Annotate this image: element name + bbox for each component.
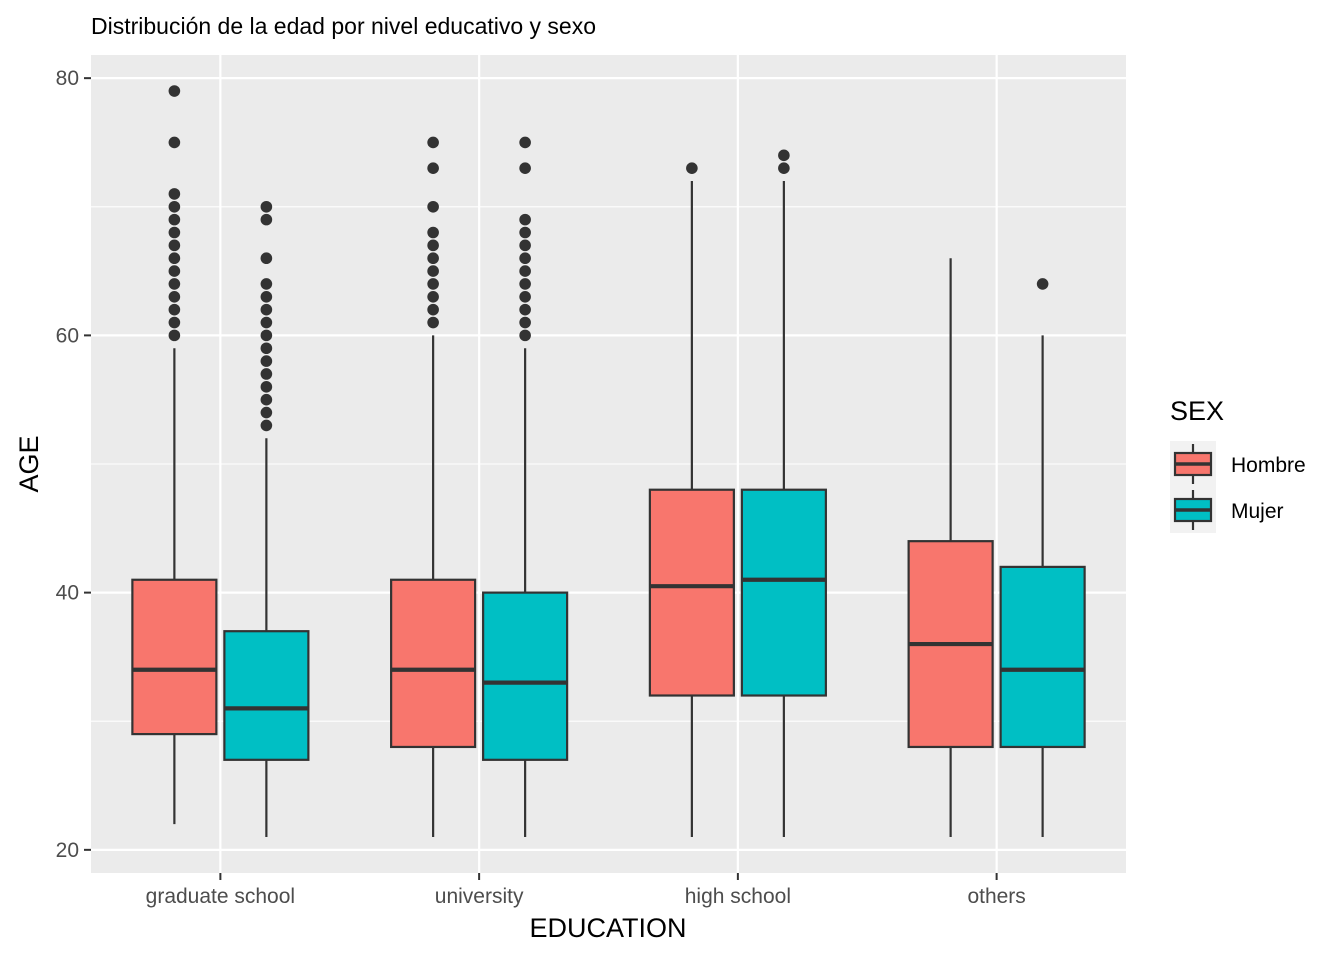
outlier-point: [427, 136, 439, 149]
x-axis-title: EDUCATION: [529, 913, 686, 943]
outlier-point: [260, 381, 273, 393]
outlier-point: [260, 303, 273, 316]
outlier-point: [168, 188, 181, 200]
outlier-point: [168, 265, 181, 277]
outlier-point: [260, 419, 273, 432]
box-hombre-university: [390, 136, 477, 837]
x-tick-label: others: [967, 885, 1025, 908]
outlier-point: [260, 278, 273, 290]
outlier-point: [427, 252, 439, 265]
outlier-point: [260, 406, 273, 419]
outlier-point: [427, 226, 439, 239]
outlier-point: [519, 213, 531, 226]
outlier-point: [427, 239, 439, 252]
box-hombre-high-school: [648, 162, 735, 837]
box-hombre-graduate-school: [131, 85, 218, 825]
outlier-point: [168, 213, 181, 226]
box-layer: [131, 85, 1086, 837]
outlier-point: [260, 290, 273, 303]
y-tick-label: 40: [56, 582, 79, 605]
outlier-point: [168, 226, 181, 239]
outlier-point: [260, 316, 273, 329]
box-body: [648, 488, 735, 697]
x-tick-label: university: [435, 885, 524, 908]
outlier-point: [427, 200, 439, 213]
outlier-point: [168, 303, 181, 316]
outlier-point: [260, 252, 273, 265]
chart-title: Distribución de la edad por nivel educat…: [91, 13, 596, 39]
outlier-point: [260, 368, 273, 380]
outlier-point: [168, 136, 181, 149]
outlier-point: [168, 252, 181, 265]
axis-layer: 20 40 60 80 graduate school university high sc…: [56, 67, 1026, 908]
outlier-point: [427, 265, 439, 277]
outlier-point: [168, 278, 181, 290]
outlier-point: [778, 162, 790, 174]
outlier-point: [168, 200, 181, 213]
outlier-point: [519, 329, 531, 342]
outlier-point: [168, 239, 181, 252]
y-tick-label: 80: [56, 67, 79, 90]
outlier-point: [519, 278, 531, 290]
y-tick-label: 60: [56, 324, 79, 347]
outlier-point: [427, 316, 439, 329]
legend: Hombre Mujer: [1170, 441, 1306, 533]
legend-item-hombre: Hombre: [1170, 441, 1306, 487]
outlier-point: [260, 355, 273, 367]
outlier-point: [519, 136, 531, 149]
box-body: [390, 578, 477, 749]
outlier-point: [519, 290, 531, 303]
box-body: [482, 591, 569, 761]
outlier-point: [519, 162, 531, 174]
box-mujer-high-school: [740, 149, 827, 837]
outlier-point: [519, 316, 531, 329]
outlier-point: [260, 329, 273, 342]
outlier-point: [427, 162, 439, 174]
outlier-point: [168, 85, 181, 97]
x-tick-label: high school: [685, 885, 791, 908]
box-mujer-university: [482, 136, 569, 837]
box-body: [131, 578, 218, 736]
outlier-point: [519, 226, 531, 239]
outlier-point: [260, 213, 273, 226]
outlier-point: [260, 393, 273, 406]
outlier-point: [778, 149, 790, 162]
y-axis-title: AGE: [14, 435, 44, 492]
outlier-point: [519, 303, 531, 316]
box-body: [740, 488, 827, 697]
outlier-point: [260, 342, 273, 355]
box-body: [223, 630, 310, 761]
outlier-point: [168, 316, 181, 329]
box-body: [999, 565, 1086, 749]
x-tick-label: graduate school: [146, 885, 295, 908]
outlier-point: [168, 290, 181, 303]
outlier-point: [427, 303, 439, 316]
legend-title: SEX: [1170, 396, 1224, 426]
box-mujer-graduate-school: [223, 200, 310, 837]
box-mujer-others: [999, 278, 1086, 837]
outlier-point: [260, 200, 273, 213]
outlier-point: [427, 278, 439, 290]
legend-label: Hombre: [1231, 454, 1306, 477]
outlier-point: [427, 290, 439, 303]
outlier-point: [519, 265, 531, 277]
y-tick-label: 20: [56, 839, 79, 862]
outlier-point: [1036, 278, 1049, 290]
outlier-point: [168, 329, 181, 342]
legend-item-mujer: Mujer: [1170, 487, 1284, 533]
legend-label: Mujer: [1231, 500, 1284, 523]
outlier-point: [519, 252, 531, 265]
outlier-point: [519, 239, 531, 252]
outlier-point: [686, 162, 698, 174]
box-hombre-others: [907, 258, 994, 837]
